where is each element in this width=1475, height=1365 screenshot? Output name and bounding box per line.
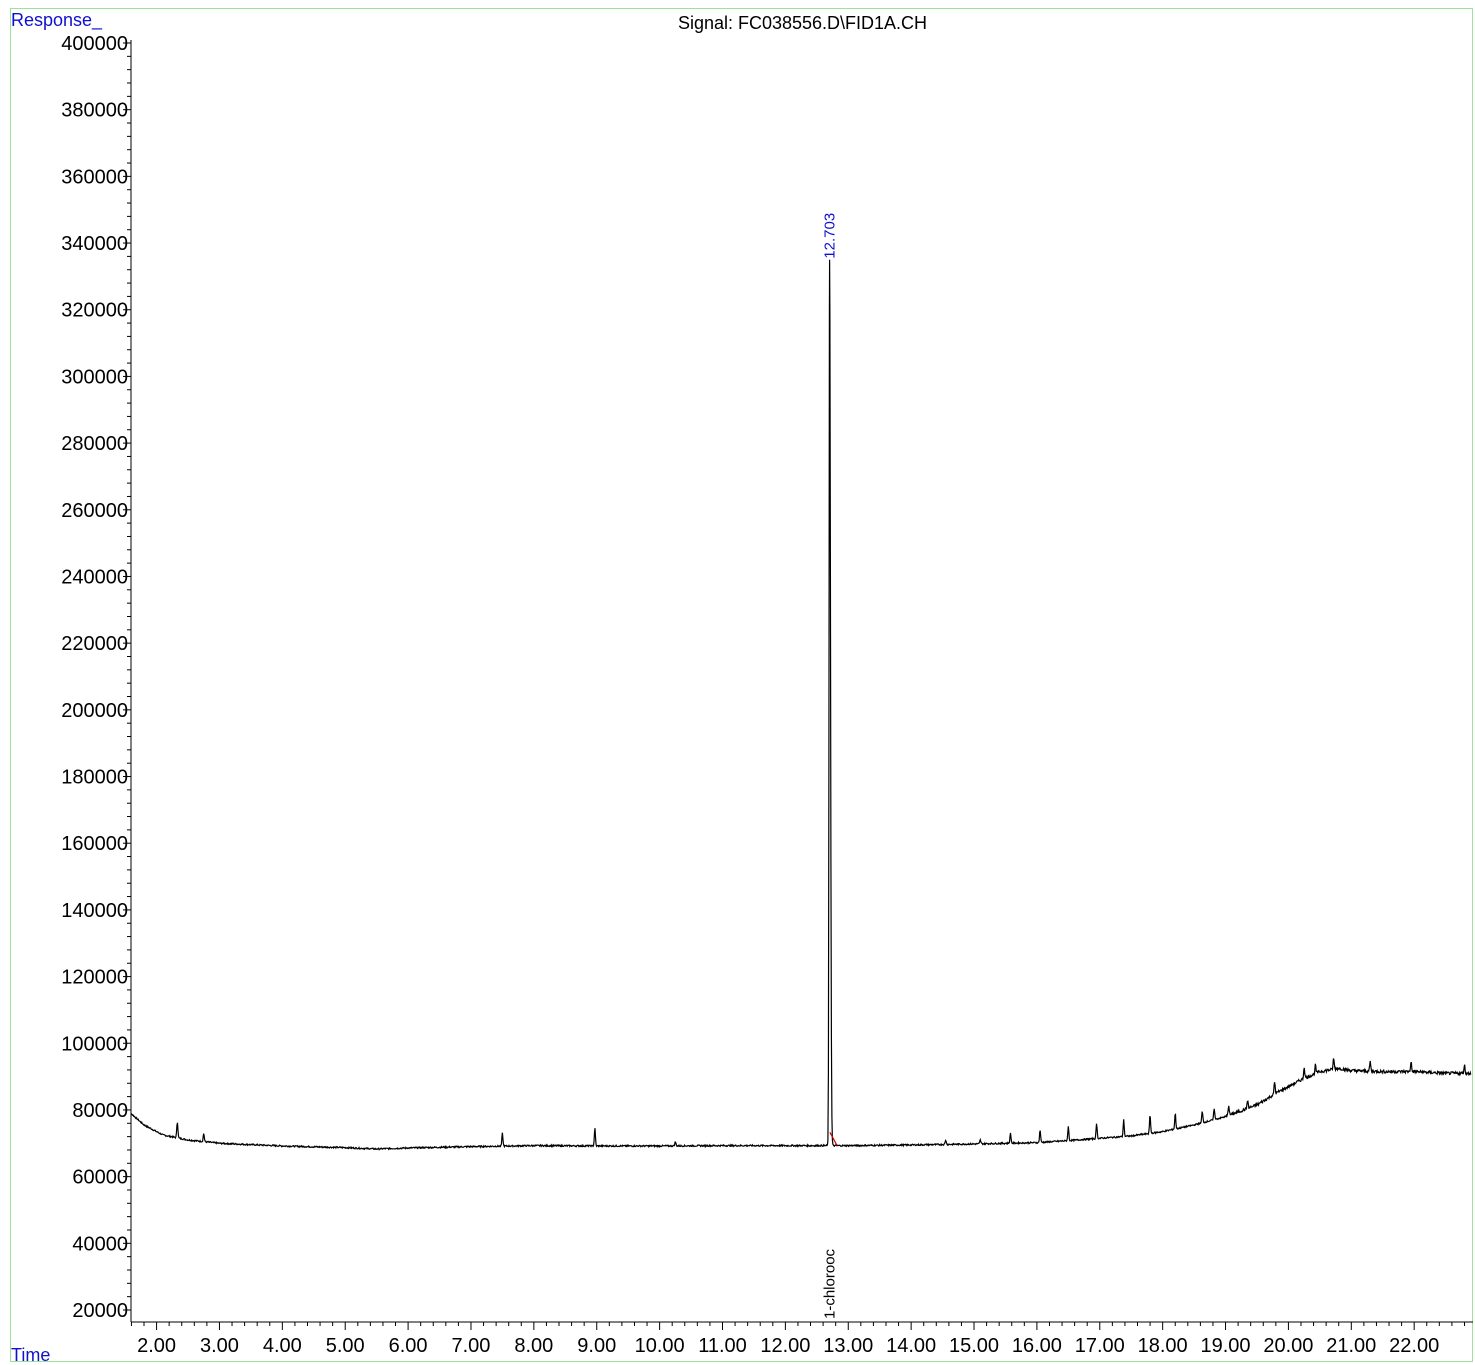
x-tick-label: 17.00 — [1075, 1335, 1125, 1357]
integration-baseline — [829, 1132, 838, 1146]
x-axis-label: Time — [11, 1345, 51, 1365]
y-tick-label: 80000 — [72, 1100, 128, 1122]
y-tick-label: 160000 — [61, 833, 128, 855]
y-tick-label: 320000 — [61, 300, 128, 322]
x-tick-label: 6.00 — [389, 1335, 428, 1357]
chart-title: Signal: FC038556.D\FID1A.CH — [677, 13, 928, 33]
y-tick-label: 200000 — [61, 700, 128, 722]
y-tick-label: 280000 — [61, 433, 128, 455]
x-tick-label: 22.00 — [1389, 1335, 1439, 1357]
y-tick-label: 360000 — [61, 166, 128, 188]
x-tick-label: 19.00 — [1201, 1335, 1251, 1357]
y-tick-label: 40000 — [72, 1233, 128, 1255]
x-tick-label: 9.00 — [577, 1335, 616, 1357]
y-tick-label: 140000 — [61, 900, 128, 922]
x-tick-label: 10.00 — [635, 1335, 685, 1357]
peak-labels: 12.703 1-chlorooc — [822, 213, 839, 1319]
x-tick-label: 3.00 — [200, 1335, 239, 1357]
x-tick-label: 8.00 — [514, 1335, 553, 1357]
y-tick-label: 20000 — [72, 1300, 128, 1322]
compound-name-label: 1-chlorooc — [822, 1248, 839, 1319]
x-tick-label: 21.00 — [1326, 1335, 1376, 1357]
peak-retention-time-label: 12.703 — [822, 213, 839, 259]
x-axis-ticks: 2.00 3.00 4.00 5.00 6.00 7.00 8.00 9.00 10.00 11.… — [130, 1322, 1465, 1357]
y-tick-label: 300000 — [61, 366, 128, 388]
x-tick-label: 12.00 — [760, 1335, 810, 1357]
x-tick-label: 14.00 — [886, 1335, 936, 1357]
x-tick-label: 2.00 — [137, 1335, 176, 1357]
y-tick-label: 240000 — [61, 566, 128, 588]
x-tick-label: 7.00 — [452, 1335, 491, 1357]
y-axis-ticks: 20000 40000 60000 80000 100000 120000 140000 16… — [61, 33, 131, 1322]
y-tick-label: 100000 — [61, 1033, 128, 1055]
x-tick-label: 16.00 — [1012, 1335, 1062, 1357]
y-tick-label: 60000 — [72, 1167, 128, 1189]
y-tick-label: 180000 — [61, 767, 128, 789]
x-tick-label: 4.00 — [263, 1335, 302, 1357]
axes — [130, 40, 1473, 1323]
chart-frame — [10, 8, 1473, 1362]
plot-area — [130, 259, 1472, 1151]
y-tick-label: 120000 — [61, 967, 128, 989]
y-tick-label: 340000 — [61, 233, 128, 255]
y-tick-label: 400000 — [61, 33, 128, 55]
x-tick-label: 5.00 — [326, 1335, 365, 1357]
y-tick-label: 260000 — [61, 500, 128, 522]
x-tick-label: 15.00 — [949, 1335, 999, 1357]
y-axis-label: Response_ — [11, 10, 103, 30]
y-tick-label: 380000 — [61, 100, 128, 122]
y-tick-label: 220000 — [61, 633, 128, 655]
x-tick-label: 11.00 — [698, 1335, 747, 1357]
x-tick-label: 13.00 — [823, 1335, 873, 1357]
x-tick-label: 20.00 — [1263, 1335, 1313, 1357]
x-tick-label: 18.00 — [1138, 1335, 1188, 1357]
signal-trace — [130, 259, 1472, 1151]
